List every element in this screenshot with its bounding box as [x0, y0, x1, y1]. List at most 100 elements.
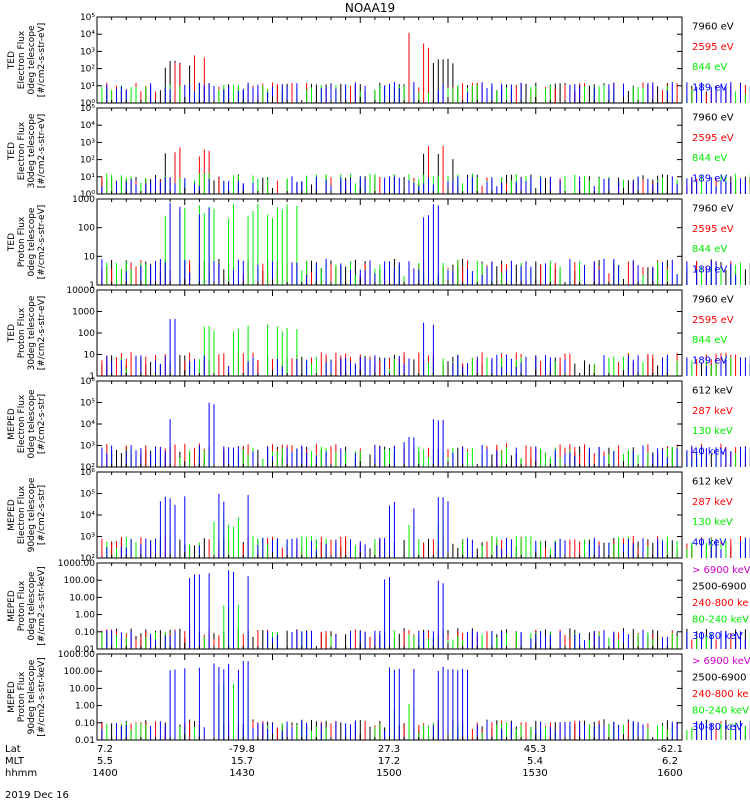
y-axis-label-line: 0deg telescope [27, 389, 37, 459]
y-tick-label: 10⁴ [80, 420, 95, 430]
y-axis-label-line: TED [7, 324, 17, 343]
y-tick-label: 10 [84, 351, 96, 361]
panel-mep-e-0: 10² 10³ 10⁴ 10⁵ 10⁶ MEPEDElectron Flux0deg te… [7, 377, 750, 473]
y-axis-label-line: Electron Flux [17, 394, 27, 453]
y-axis-label: TEDElectron Flux30deg telescope[#/cm2-s-… [7, 113, 47, 188]
footer-value: 45.3 [524, 744, 546, 755]
y-axis-label-line: [#/cm2-s-str-eV] [37, 296, 47, 371]
footer-value: 5.4 [527, 756, 543, 767]
legend-entry: 30-80 keV [692, 631, 743, 642]
legend-entry: > 6900 keV [692, 565, 750, 576]
y-axis-label-line: 30deg telescope [27, 113, 37, 188]
trace-612-kev [111, 538, 750, 558]
trace-240-800-ke [96, 683, 746, 740]
y-axis-label-line: [#/cm2-s-str-eV] [37, 114, 47, 189]
y-tick-label: 10 [84, 252, 96, 262]
legend-entry: 240-800 ke [692, 689, 749, 700]
y-axis-label-line: [#/cm2-s-str] [37, 394, 47, 454]
y-tick-label: 1000.00 [58, 650, 95, 660]
footer-value: 6.2 [662, 756, 678, 767]
legend-entry: 189 eV [692, 356, 727, 367]
legend-entry: 40 keV [692, 447, 726, 458]
trace-844-ev [120, 324, 750, 376]
y-tick-label: 10⁶ [80, 377, 95, 387]
footer-value: 17.2 [378, 756, 400, 767]
legend-entry: 40 keV [692, 538, 726, 549]
footer-value: 1600 [657, 768, 682, 779]
legend-entry: 2500-6900 [692, 672, 747, 683]
y-axis-label-line: Proton Flux [17, 216, 27, 267]
panel-mep-e-90: 10² 10³ 10⁴ 10⁵ 10⁶ MEPEDElectron Flux90deg t… [7, 468, 750, 564]
y-axis-label-line: 0deg telescope [27, 25, 37, 95]
legend-entry: > 6900 keV [692, 656, 750, 667]
y-axis-label-line: Proton Flux [17, 580, 27, 631]
y-tick-label: 1 [89, 372, 95, 382]
y-axis-label-line: [#/cm2-s-str-keV] [37, 566, 47, 645]
legend-entry: 130 keV [692, 517, 733, 528]
y-axis-label: MEPEDProton Flux90deg telescope[#/cm2-s-… [7, 657, 47, 736]
legend-entry: 287 keV [692, 497, 733, 508]
y-tick-label: 100 [78, 224, 95, 234]
panel-mep-p-0: 0.01 0.10 1.00 10.00 100.00 1000.00 MEPEDProto… [7, 559, 750, 655]
y-tick-label: 10⁶ [80, 468, 95, 478]
trace-80-240-kev [96, 570, 746, 649]
footer-value: 27.3 [378, 744, 400, 755]
legend-entry: 189 eV [692, 174, 727, 185]
legend-entry: 2595 eV [692, 133, 734, 144]
legend-entry: 80-240 keV [692, 706, 749, 717]
y-tick-label: 10⁵ [80, 490, 95, 500]
footer-row-name: MLT [5, 756, 25, 767]
y-tick-label: 1.00 [75, 702, 95, 712]
legend-entry: 7960 eV [692, 203, 734, 214]
y-tick-label: 0.01 [75, 736, 95, 746]
legend-entry: 130 keV [692, 426, 733, 437]
y-tick-label: 10000 [66, 286, 95, 296]
trace-189-ev [96, 319, 750, 376]
legend-entry: 612 keV [692, 385, 733, 396]
y-axis-label-line: TED [7, 142, 17, 161]
y-tick-label: 10⁵ [80, 13, 95, 23]
y-tick-label: 100.00 [64, 667, 96, 677]
y-axis-label-line: [#/cm2-s-str] [37, 485, 47, 545]
panel-ted-e-30: 10⁰ 10¹ 10² 10³ 10⁴ 10⁵ TEDElectron Flux30deg … [7, 104, 750, 200]
y-axis-label-line: [#/cm2-s-str-eV] [37, 205, 47, 280]
y-tick-label: 10¹ [80, 82, 95, 92]
y-axis-label-line: Proton Flux [17, 307, 27, 358]
y-tick-label: 10³ [80, 533, 95, 543]
legend-entry: 844 eV [692, 244, 727, 255]
legend-entry: 844 eV [692, 335, 727, 346]
panel-mep-p-90: 0.01 0.10 1.00 10.00 100.00 1000.00 MEPEDProto… [7, 650, 750, 746]
footer-value: -79.8 [229, 744, 255, 755]
y-tick-label: 10.00 [69, 684, 95, 694]
legend-entry: 7960 eV [692, 112, 734, 123]
y-axis-label-line: Electron Flux [17, 121, 27, 180]
legend-entry: 844 eV [692, 153, 727, 164]
footer-value: 15.7 [231, 756, 253, 767]
legend-entry: 30-80 keV [692, 722, 743, 733]
panel-ted-p-0: 1 10 100 1000 TEDProton Flux0deg telescope[#… [7, 195, 750, 291]
footer-value: 1430 [229, 768, 254, 779]
y-axis-label-line: MEPED [7, 590, 17, 622]
y-tick-label: 10⁵ [80, 104, 95, 114]
y-tick-label: 1000.00 [58, 559, 95, 569]
panel-ted-e-0: 10⁰ 10¹ 10² 10³ 10⁴ 10⁵ TEDElectron Flux0deg t… [7, 13, 750, 109]
y-axis-label-line: MEPED [7, 681, 17, 713]
y-axis-label-line: Electron Flux [17, 30, 27, 89]
y-tick-label: 100 [78, 329, 95, 339]
y-axis-label-line: 0deg telescope [27, 207, 37, 277]
footer-row-name: hhmm [5, 768, 37, 779]
footer-row-name: Lat [5, 744, 21, 755]
footer-value: 1530 [522, 768, 547, 779]
y-axis-label-line: 90deg telescope [27, 659, 37, 734]
footer-value: -62.1 [657, 744, 683, 755]
legend-entry: 2595 eV [692, 224, 734, 235]
y-tick-label: 10² [80, 156, 95, 166]
y-tick-label: 10¹ [80, 173, 95, 183]
footer-value: 7.2 [97, 744, 113, 755]
legend-entry: 240-800 ke [692, 598, 749, 609]
legend-entry: 189 eV [692, 83, 727, 94]
y-tick-label: 100.00 [64, 576, 96, 586]
legend-entry: 7960 eV [692, 294, 734, 305]
y-tick-label: 0.10 [75, 719, 95, 729]
